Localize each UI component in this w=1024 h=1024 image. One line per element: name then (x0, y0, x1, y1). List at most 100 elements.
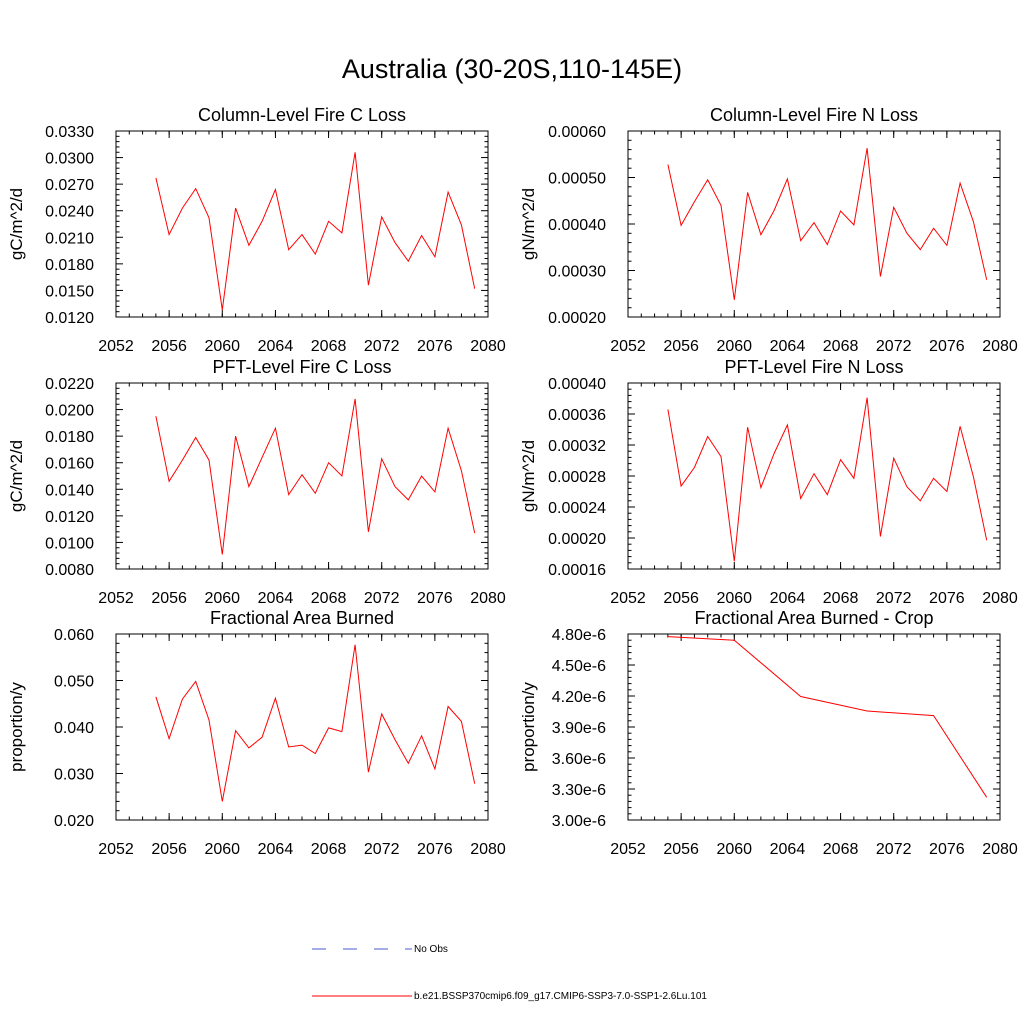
y-tick-label: 0.0100 (45, 535, 94, 552)
y-tick-label: 0.0300 (45, 151, 94, 168)
plot-frame (627, 382, 1001, 570)
panel-title: PFT-Level Fire C Loss (212, 357, 391, 377)
chart-panel-column-c: Column-Level Fire C Loss gC/m^2/d 2052 2056… (7, 105, 506, 355)
series-line-model (667, 397, 988, 562)
x-tick-label: 2052 (98, 841, 134, 858)
y-tick-label: 0.00024 (548, 500, 606, 517)
x-tick-label: 2060 (204, 590, 240, 607)
x-tick-label: 2076 (417, 590, 453, 607)
x-tick-label: 2080 (982, 841, 1018, 858)
y-axis-label: gN/m^2/d (519, 440, 538, 512)
x-tick-label: 2056 (663, 841, 699, 858)
x-tick-label: 2068 (311, 338, 347, 355)
plot-frame (627, 130, 1001, 318)
x-tick-label: 2052 (610, 590, 646, 607)
x-tick-label: 2068 (311, 841, 347, 858)
x-tick-label: 2060 (716, 841, 752, 858)
x-tick-label: 2072 (876, 590, 912, 607)
x-tick-label: 2064 (770, 841, 806, 858)
series-line-model (155, 398, 476, 555)
y-tick-label: 0.00032 (548, 438, 606, 455)
y-tick-label: 3.60e-6 (552, 751, 606, 768)
y-tick-label: 0.00020 (548, 531, 606, 548)
y-tick-label: 0.00030 (548, 264, 606, 281)
y-tick-label: 0.0120 (45, 310, 94, 327)
plot-frame (115, 130, 489, 318)
y-tick-label: 4.50e-6 (552, 658, 606, 675)
y-tick-label: 0.0150 (45, 283, 94, 300)
y-tick-label: 3.30e-6 (552, 782, 606, 799)
y-axis-label: gC/m^2/d (7, 440, 26, 512)
x-tick-label: 2056 (151, 841, 187, 858)
x-tick-label: 2052 (98, 590, 134, 607)
panel-title: Fractional Area Burned - Crop (694, 608, 933, 628)
series-line-model (667, 148, 988, 300)
x-tick-label: 2064 (770, 590, 806, 607)
panel-title: Fractional Area Burned (210, 608, 394, 628)
plot-frame (115, 633, 489, 821)
y-tick-label: 0.0180 (45, 257, 94, 274)
x-tick-label: 2076 (417, 841, 453, 858)
x-tick-label: 2060 (204, 338, 240, 355)
panel-title: Column-Level Fire N Loss (710, 105, 918, 125)
x-tick-label: 2052 (610, 338, 646, 355)
x-tick-label: 2076 (929, 841, 965, 858)
series-line-model (155, 644, 476, 802)
y-tick-label: 0.050 (54, 674, 94, 691)
x-tick-label: 2064 (258, 338, 294, 355)
x-tick-label: 2064 (258, 590, 294, 607)
x-tick-label: 2080 (982, 590, 1018, 607)
y-tick-label: 0.0140 (45, 482, 94, 499)
x-tick-label: 2080 (470, 338, 506, 355)
y-tick-label: 0.00036 (548, 407, 606, 424)
x-tick-label: 2076 (417, 338, 453, 355)
figure-title: Australia (30-20S,110-145E) (341, 54, 683, 84)
y-tick-label: 0.060 (54, 627, 94, 644)
x-tick-label: 2076 (929, 338, 965, 355)
x-tick-label: 2060 (716, 338, 752, 355)
y-tick-label: 0.0080 (45, 562, 94, 579)
x-tick-label: 2060 (204, 841, 240, 858)
x-tick-label: 2072 (876, 841, 912, 858)
x-tick-label: 2056 (151, 338, 187, 355)
x-tick-label: 2068 (823, 338, 859, 355)
chart-panel-area-burned: Fractional Area Burned proportion/y 2052 20… (7, 608, 506, 858)
legend: No Obs b.e21.BSSP370cmip6.f09_g17.CMIP6-… (312, 944, 707, 1002)
y-tick-label: 0.00040 (548, 217, 606, 234)
x-tick-label: 2060 (716, 590, 752, 607)
y-tick-label: 0.0120 (45, 509, 94, 526)
x-tick-label: 2052 (610, 841, 646, 858)
legend-obs-label: No Obs (414, 944, 448, 955)
x-tick-label: 2052 (98, 338, 134, 355)
y-tick-label: 0.020 (54, 813, 94, 830)
y-tick-label: 0.00016 (548, 562, 606, 579)
plot-frame (627, 633, 1001, 821)
y-tick-label: 0.0200 (45, 403, 94, 420)
y-tick-label: 0.0330 (45, 124, 94, 141)
x-tick-label: 2080 (982, 338, 1018, 355)
y-tick-label: 3.00e-6 (552, 813, 606, 830)
y-axis-label: proportion/y (519, 682, 538, 772)
x-tick-label: 2068 (311, 590, 347, 607)
y-tick-label: 0.00028 (548, 469, 606, 486)
y-tick-label: 0.040 (54, 720, 94, 737)
y-tick-label: 0.00050 (548, 171, 606, 188)
x-tick-label: 2072 (364, 338, 400, 355)
x-tick-label: 2068 (823, 841, 859, 858)
y-axis-label: gC/m^2/d (7, 188, 26, 260)
y-tick-label: 0.0160 (45, 456, 94, 473)
x-tick-label: 2056 (663, 590, 699, 607)
y-tick-label: 0.00020 (548, 310, 606, 327)
plot-frame (115, 382, 489, 570)
y-tick-label: 4.20e-6 (552, 689, 606, 706)
series-line-model (155, 152, 476, 310)
y-tick-label: 4.80e-6 (552, 627, 606, 644)
series-line-model (667, 636, 988, 798)
chart-panel-column-n: Column-Level Fire N Loss gN/m^2/d 2052 2056… (519, 105, 1018, 355)
y-tick-label: 0.0240 (45, 204, 94, 221)
y-axis-label: gN/m^2/d (519, 188, 538, 260)
y-tick-label: 0.0220 (45, 376, 94, 393)
y-tick-label: 3.90e-6 (552, 720, 606, 737)
y-tick-label: 0.0210 (45, 230, 94, 247)
